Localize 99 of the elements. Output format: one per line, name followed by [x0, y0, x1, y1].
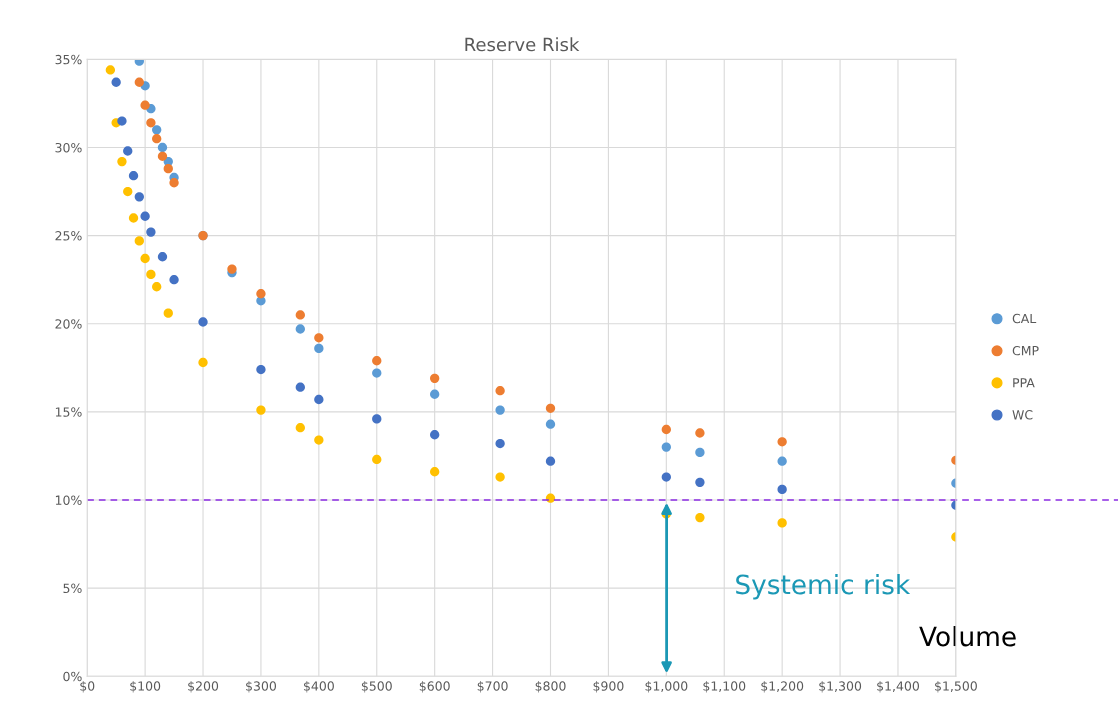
point — [117, 116, 127, 126]
y-tick-label: 0% — [63, 671, 82, 682]
point — [146, 269, 156, 280]
x-tick-label: $300 — [246, 681, 277, 693]
point — [157, 252, 168, 262]
point — [372, 454, 382, 465]
point — [111, 77, 121, 87]
x-tick-label: $1,300 — [819, 681, 862, 693]
point — [545, 403, 556, 413]
x-tick-label: $800 — [535, 681, 566, 693]
point — [695, 447, 705, 458]
legend-label: WC — [1012, 410, 1033, 420]
point — [430, 373, 440, 384]
x-tick-label: $1,000 — [645, 681, 688, 693]
point — [777, 484, 787, 495]
point — [495, 405, 505, 415]
point — [146, 118, 156, 128]
y-tick-label: 5% — [63, 583, 82, 594]
point — [495, 386, 505, 396]
point — [295, 324, 305, 334]
point — [157, 151, 168, 161]
point — [545, 419, 556, 429]
y-tick-label: 20% — [55, 319, 82, 329]
point — [152, 282, 162, 292]
point — [430, 430, 440, 440]
point — [198, 317, 208, 327]
x-tick-label: $900 — [593, 681, 624, 693]
y-tick-label: 35% — [55, 54, 82, 65]
point — [777, 456, 787, 466]
point — [256, 364, 266, 375]
point — [314, 435, 324, 445]
point — [163, 163, 173, 174]
y-tick-label: 30% — [55, 142, 82, 153]
point — [545, 456, 556, 466]
point — [157, 142, 168, 153]
point — [314, 343, 324, 354]
point — [695, 428, 705, 438]
legend-label: CMP — [1012, 345, 1039, 356]
point — [169, 178, 179, 188]
y-tick-label: 15% — [55, 407, 82, 417]
point — [152, 134, 162, 144]
point — [661, 442, 671, 452]
annotation: Systemic risk — [736, 574, 911, 600]
point — [169, 275, 179, 285]
x-tick-label: $0 — [80, 681, 95, 693]
point — [140, 253, 150, 264]
point — [117, 156, 127, 167]
x-tick-label: $200 — [188, 681, 219, 693]
point — [295, 310, 305, 320]
point — [695, 477, 705, 488]
point — [128, 213, 139, 223]
x-tick-label: $500 — [361, 681, 392, 693]
point — [123, 186, 133, 197]
point — [134, 192, 144, 202]
point — [134, 236, 144, 246]
point — [140, 211, 150, 221]
point — [146, 227, 156, 237]
point — [256, 405, 266, 415]
point — [695, 512, 705, 523]
point — [372, 368, 382, 378]
point — [227, 264, 237, 274]
point — [295, 382, 305, 392]
x-tick-label: $1,500 — [935, 681, 977, 693]
y-tick-label: 25% — [55, 231, 82, 241]
point — [140, 100, 150, 110]
x-axis-title: Volume — [919, 626, 1016, 647]
point — [105, 65, 116, 75]
point — [777, 437, 787, 447]
x-tick-label: $100 — [130, 681, 161, 693]
point — [661, 472, 671, 482]
point — [314, 333, 324, 343]
x-tick-label: $400 — [303, 681, 334, 693]
x-tick-label: $700 — [477, 681, 508, 693]
point — [256, 289, 266, 299]
point — [163, 308, 173, 318]
point — [314, 394, 324, 405]
point — [495, 438, 505, 449]
point — [430, 389, 440, 399]
chart-title: Reserve Risk — [465, 37, 580, 52]
point — [123, 146, 133, 156]
x-tick-label: $600 — [419, 681, 450, 693]
point — [372, 356, 382, 366]
point — [295, 423, 305, 433]
point — [661, 424, 671, 435]
point — [152, 125, 162, 135]
legend-label: PPA — [1013, 378, 1035, 388]
point — [134, 77, 144, 87]
point — [777, 518, 787, 528]
x-tick-label: $1,200 — [761, 681, 804, 693]
point — [495, 472, 505, 482]
point — [134, 59, 144, 66]
y-tick-label: 10% — [55, 495, 82, 505]
legend-label: CAL — [1012, 313, 1037, 324]
point — [198, 357, 208, 368]
point — [430, 467, 440, 477]
point — [128, 171, 139, 181]
point — [372, 414, 382, 424]
x-tick-label: $1,400 — [877, 681, 920, 693]
x-tick-label: $1,100 — [703, 681, 746, 693]
